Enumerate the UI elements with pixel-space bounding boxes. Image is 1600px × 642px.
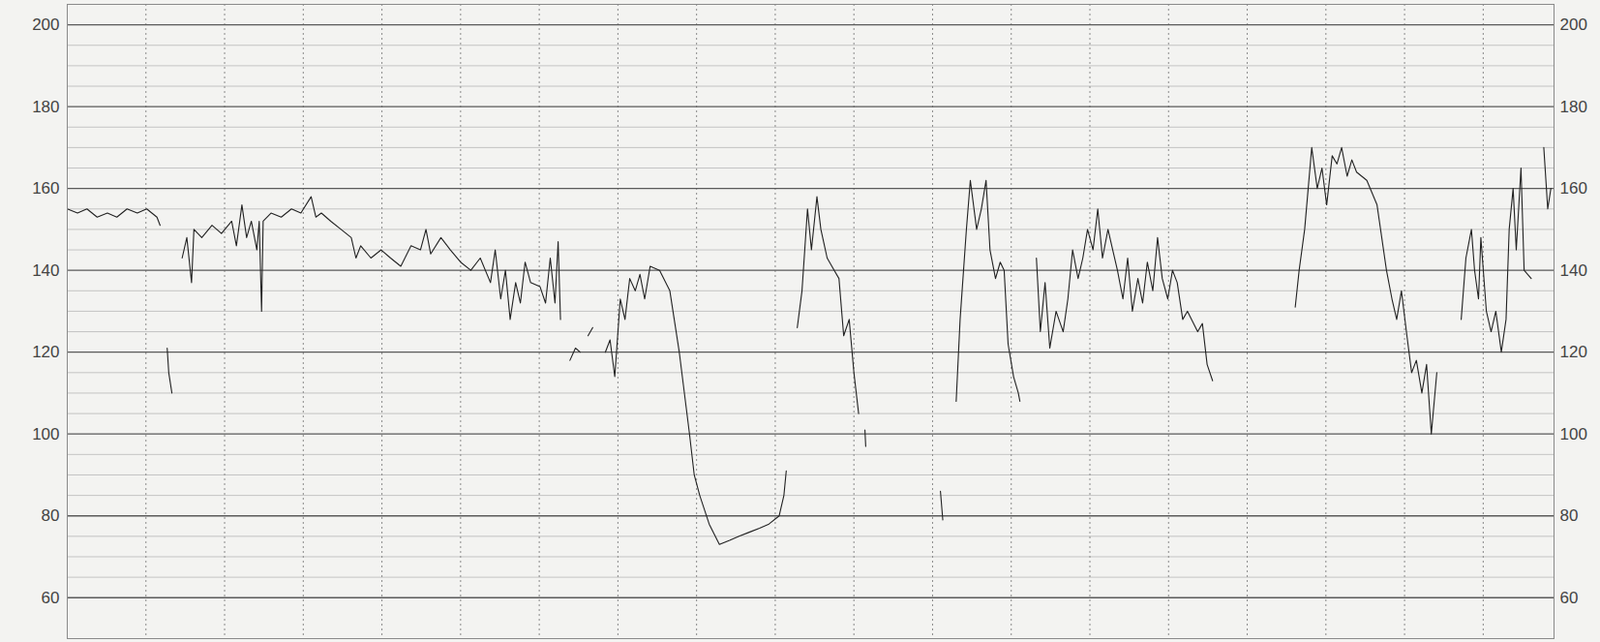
svg-text:120: 120	[1560, 342, 1588, 362]
svg-text:160: 160	[31, 179, 60, 198]
svg-text:180: 180	[31, 97, 60, 117]
svg-text:180: 180	[1560, 97, 1588, 117]
svg-text:80: 80	[1560, 506, 1579, 525]
svg-text:140: 140	[31, 261, 60, 280]
svg-text:200: 200	[31, 15, 60, 34]
svg-text:120: 120	[31, 342, 60, 362]
svg-text:140: 140	[1560, 261, 1588, 280]
svg-text:200: 200	[1560, 15, 1588, 34]
svg-text:100: 100	[1560, 424, 1588, 444]
svg-text:160: 160	[1560, 179, 1588, 198]
svg-text:60: 60	[1560, 588, 1579, 607]
svg-text:100: 100	[31, 424, 60, 444]
svg-text:80: 80	[41, 506, 61, 525]
svg-text:60: 60	[41, 588, 61, 607]
